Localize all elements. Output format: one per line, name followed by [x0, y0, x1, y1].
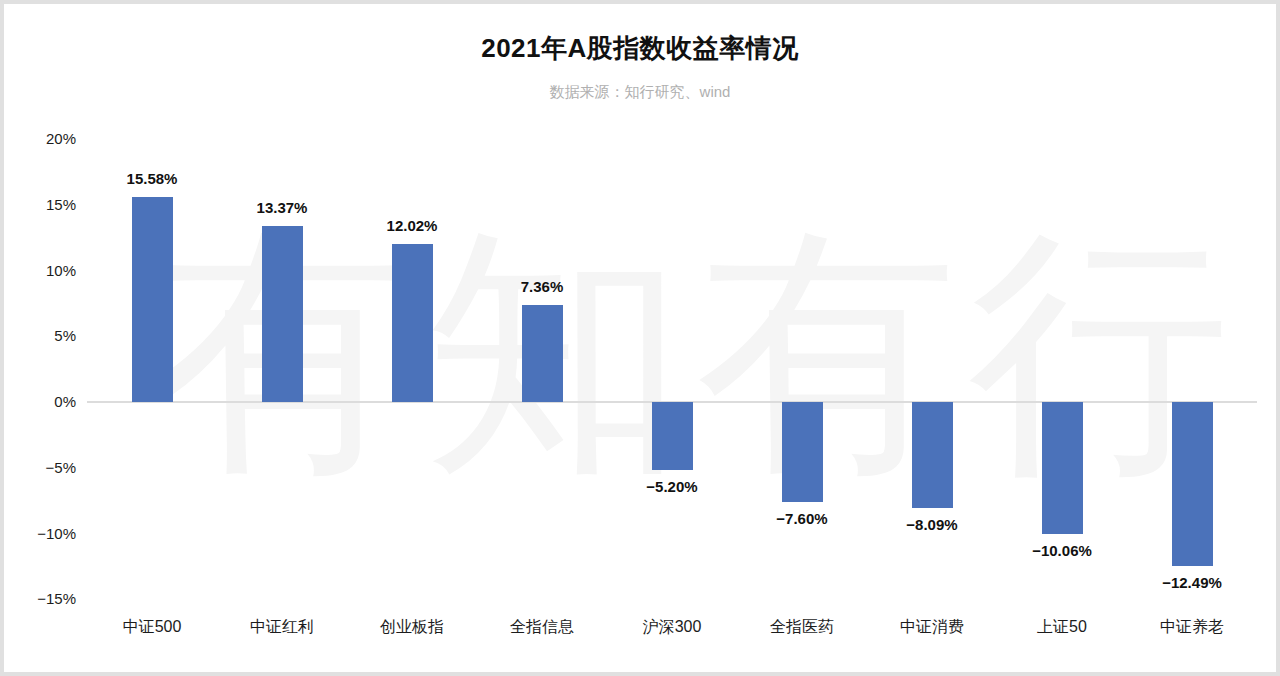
bar-chart: 20% 15% 10% 5% 0% −5% −10% −15% 15.58% 中证500 13.37… [4, 4, 1280, 676]
chart-page: 2021年A股指数收益率情况 数据来源：知行研究、wind 有知有行 20%15… [0, 0, 1280, 676]
bar-上证50 [1042, 402, 1083, 534]
x-axis-label-中证养老: 中证养老 [1127, 617, 1257, 638]
value-label-上证50: −10.06% [997, 542, 1127, 559]
value-label-中证红利: 13.37% [217, 199, 347, 216]
y-axis-tick-label: 5% [14, 327, 76, 344]
x-axis-label-全指医药: 全指医药 [737, 617, 867, 638]
x-axis-label-创业板指: 创业板指 [347, 617, 477, 638]
y-axis-tick-label: 0% [14, 393, 76, 410]
y-axis-tick-label: −15% [14, 590, 76, 607]
value-label-全指医药: −7.60% [737, 510, 867, 527]
bar-全指医药 [782, 402, 823, 502]
bar-中证红利 [262, 226, 303, 402]
bar-中证消费 [912, 402, 953, 508]
value-label-中证消费: −8.09% [867, 516, 997, 533]
value-label-创业板指: 12.02% [347, 217, 477, 234]
x-axis-label-中证消费: 中证消费 [867, 617, 997, 638]
x-axis-label-沪深300: 沪深300 [607, 617, 737, 638]
value-label-全指信息: 7.36% [477, 278, 607, 295]
x-axis-label-中证红利: 中证红利 [217, 617, 347, 638]
bar-创业板指 [392, 244, 433, 402]
y-axis-tick-label: 20% [14, 130, 76, 147]
y-axis-tick-label: −10% [14, 525, 76, 542]
bar-中证500 [132, 197, 173, 402]
bar-全指信息 [522, 305, 563, 402]
x-axis-label-全指信息: 全指信息 [477, 617, 607, 638]
x-axis-label-上证50: 上证50 [997, 617, 1127, 638]
value-label-中证养老: −12.49% [1127, 574, 1257, 591]
value-label-沪深300: −5.20% [607, 478, 737, 495]
y-axis-tick-label: 10% [14, 262, 76, 279]
bar-中证养老 [1172, 402, 1213, 566]
x-axis-label-中证500: 中证500 [87, 617, 217, 638]
bar-沪深300 [652, 402, 693, 470]
value-label-中证500: 15.58% [87, 170, 217, 187]
y-axis-tick-label: 15% [14, 196, 76, 213]
y-axis-tick-label: −5% [14, 459, 76, 476]
